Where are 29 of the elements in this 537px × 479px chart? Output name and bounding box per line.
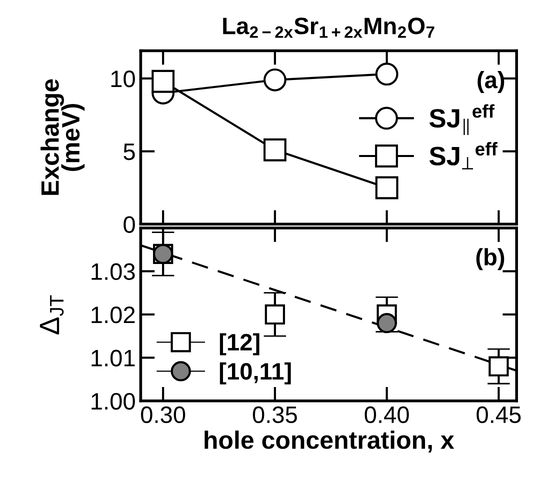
y-tick-label: 1.00 [92,392,135,410]
x-tick-label: 0.30 [141,406,186,424]
legend-label: [12] [220,333,260,356]
y-axis-title: Exchange (meV) [40,79,85,195]
x-tick-label: 0.35 [252,406,297,424]
y-tick-label: 1.01 [92,350,135,366]
legend-label: SJ$_{⊥}$$^{eff}$ [429,142,498,170]
y-axis-title: Δ$_{JT}$ [40,295,64,334]
point [263,138,286,162]
point [375,62,398,86]
y-tick-label: 10 [111,70,135,88]
annotation: (a) [478,70,504,93]
x-tick-label: 0.40 [364,406,409,424]
annotation: (b) [476,248,504,270]
y-tick-label: 0 [124,216,135,233]
legend-label: [10,11] [220,362,291,384]
x-tick-label: 0.45 [476,406,521,424]
point [375,176,398,200]
point [263,68,286,92]
point [376,313,397,334]
y-tick-label: 1.02 [92,306,135,324]
point [488,356,509,376]
chart-title: La$_{2−2x}$Sr$_{1+2x}$Mn$_{2}$O$_{7}$ [223,18,434,38]
x-axis-title: hole concentration, x [204,430,454,453]
legend-label: SJ$_{∥}$$^{eff}$ [429,104,494,136]
y-tick-label: 1.03 [92,263,135,280]
point [152,70,175,93]
point [264,304,286,325]
y-tick-label: 5 [124,144,135,160]
